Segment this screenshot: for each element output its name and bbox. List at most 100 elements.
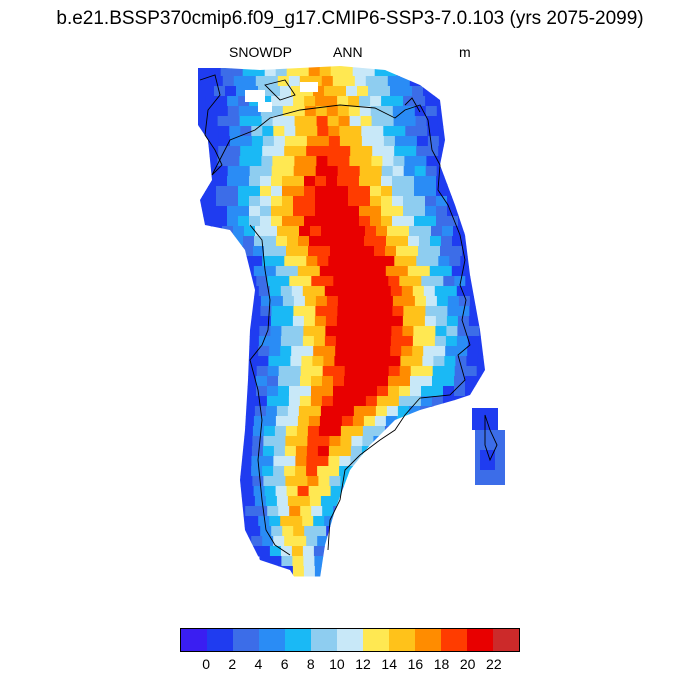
snow-depth-cell xyxy=(432,386,444,397)
snow-depth-cell xyxy=(476,386,485,397)
snow-depth-cell xyxy=(458,176,470,187)
snow-depth-cell xyxy=(267,276,279,287)
snow-depth-cell xyxy=(236,86,248,97)
snow-depth-cell xyxy=(271,186,283,197)
snow-depth-cell xyxy=(386,406,399,417)
snow-depth-cell xyxy=(250,116,263,127)
snow-depth-cell xyxy=(434,286,447,297)
snow-depth-cell xyxy=(313,336,326,347)
snow-depth-cell xyxy=(207,126,219,137)
snow-depth-cell xyxy=(229,466,241,477)
snow-depth-cell xyxy=(316,156,328,167)
snow-depth-cell xyxy=(266,396,279,407)
snow-depth-cell xyxy=(377,376,389,387)
snow-depth-cell xyxy=(281,316,294,327)
snow-depth-cell xyxy=(338,156,350,167)
snow-depth-cell xyxy=(396,266,409,277)
snow-depth-cell xyxy=(251,136,264,147)
snow-depth-cell xyxy=(467,346,479,357)
snow-depth-cell xyxy=(231,246,243,257)
snow-depth-cell xyxy=(445,286,458,297)
snow-depth-cell xyxy=(238,106,251,117)
snow-depth-cell xyxy=(277,76,290,87)
snow-depth-cell xyxy=(198,196,206,207)
snow-depth-cell xyxy=(249,526,261,537)
snow-depth-cell xyxy=(198,186,206,197)
snow-depth-cell xyxy=(478,336,485,347)
snow-depth-cell xyxy=(266,226,278,237)
snow-depth-cell xyxy=(489,346,501,357)
snow-depth-cell xyxy=(451,266,464,277)
snow-depth-cell xyxy=(334,356,346,367)
snow-depth-cell xyxy=(371,156,383,167)
snow-depth-cell xyxy=(458,186,470,197)
snow-depth-cell xyxy=(343,396,356,407)
snow-depth-cell xyxy=(270,556,282,567)
snow-depth-cell xyxy=(373,476,385,487)
snow-depth-cell xyxy=(207,136,220,147)
colorbar-tick-label: 16 xyxy=(407,656,424,672)
snow-depth-cell xyxy=(418,416,431,427)
snow-depth-cell xyxy=(227,166,240,177)
snow-depth-cell xyxy=(337,206,349,217)
snow-depth-cell xyxy=(297,416,310,427)
snow-depth-cell xyxy=(261,116,274,127)
snow-depth-cell xyxy=(384,426,397,437)
snow-depth-cell xyxy=(330,266,343,277)
snow-depth-cell xyxy=(357,336,370,347)
snow-depth-cell xyxy=(236,336,249,347)
snow-depth-cell xyxy=(293,166,306,177)
snow-depth-cell xyxy=(282,296,295,307)
snow-depth-cell xyxy=(458,216,470,227)
snow-depth-cell xyxy=(229,146,241,157)
snow-depth-cell xyxy=(262,256,274,267)
snow-depth-cell xyxy=(269,546,282,557)
snow-depth-cell xyxy=(244,396,257,407)
colorbar-tick-label: 10 xyxy=(329,656,345,672)
snow-depth-cell xyxy=(337,166,350,177)
snow-depth-cell xyxy=(350,256,362,267)
snow-depth-cell xyxy=(251,446,264,457)
snow-depth-cell xyxy=(394,256,406,267)
snow-depth-cell xyxy=(251,256,263,267)
snow-depth-cell xyxy=(315,306,327,317)
snow-depth-cell xyxy=(379,286,392,297)
snow-depth-cell xyxy=(263,426,276,437)
snow-depth-cell xyxy=(440,246,452,257)
snow-depth-cell xyxy=(256,506,268,517)
snow-depth-cell xyxy=(381,216,393,227)
snow-depth-cell xyxy=(359,216,371,227)
snow-depth-cell xyxy=(441,406,454,417)
snow-depth-cell xyxy=(239,116,252,127)
snow-depth-cell xyxy=(280,346,292,357)
snow-depth-cell xyxy=(458,196,470,207)
snow-depth-cell xyxy=(291,336,304,347)
snow-depth-cell xyxy=(388,376,400,387)
snow-depth-cell xyxy=(227,206,239,217)
snow-depth-cell xyxy=(313,86,325,97)
snow-depth-cell xyxy=(387,396,400,407)
snow-depth-cell xyxy=(398,396,411,407)
snow-depth-cell xyxy=(238,166,251,177)
snow-depth-cell xyxy=(382,156,394,167)
snow-depth-cell xyxy=(329,436,341,447)
snow-depth-cell xyxy=(240,456,252,467)
snow-depth-cell xyxy=(344,376,356,387)
snow-depth-cell xyxy=(364,406,377,417)
snow-depth-cell xyxy=(308,266,321,277)
snow-depth-cell xyxy=(252,426,265,437)
snow-depth-cell xyxy=(216,166,229,177)
snow-depth-cell xyxy=(414,296,427,307)
snow-depth-cell xyxy=(395,426,408,437)
snow-depth-cell xyxy=(412,346,424,357)
snow-depth-cell xyxy=(260,96,272,107)
snow-depth-cell xyxy=(438,146,450,157)
snow-depth-cell xyxy=(239,156,251,167)
snow-depth-cell xyxy=(374,266,387,277)
snow-depth-cell xyxy=(347,326,359,337)
snow-depth-cell xyxy=(200,226,212,237)
snow-depth-cell xyxy=(198,96,206,107)
snow-depth-cell xyxy=(339,456,351,467)
snow-depth-cell xyxy=(440,266,453,277)
snow-depth-cell xyxy=(432,376,444,387)
